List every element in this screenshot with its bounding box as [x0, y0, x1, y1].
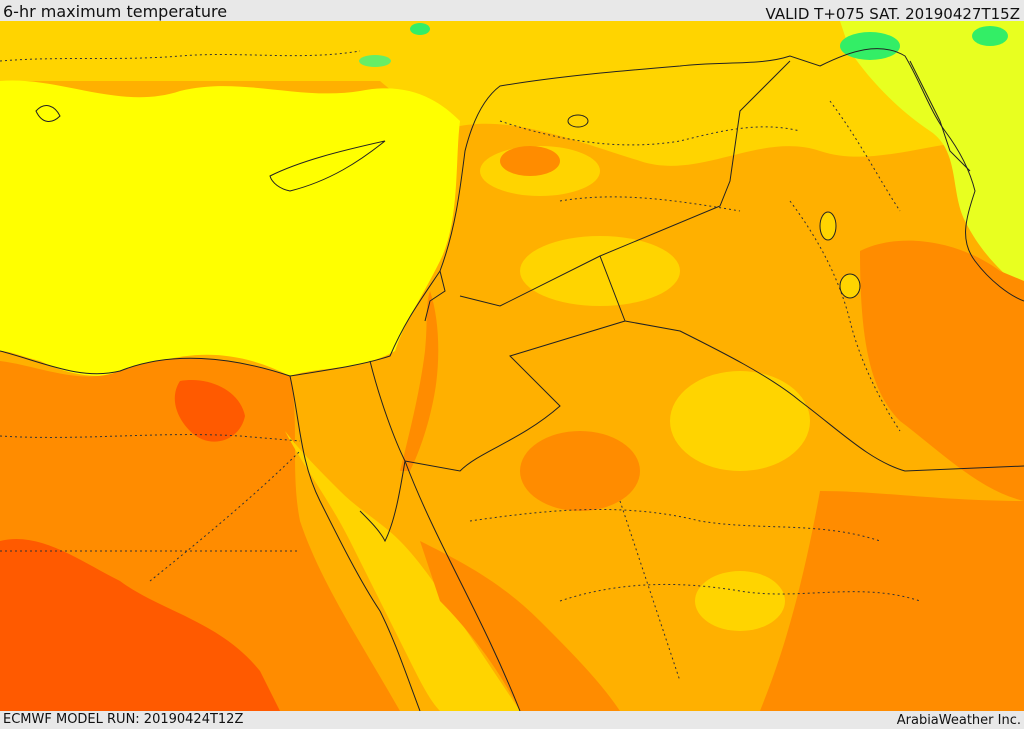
- province-line-saudi-2: [559, 583, 921, 602]
- border-jordan-saudi-iraq: [404, 60, 791, 472]
- island-crete: [35, 105, 61, 122]
- border-syria-jordan: [459, 255, 601, 307]
- hejaz-hot-region: [420, 541, 620, 711]
- red-sea-east-coast: [404, 460, 521, 711]
- gulf-hot-region: [760, 491, 1024, 711]
- model-run: ECMWF MODEL RUN: 20190424T12Z: [3, 712, 244, 727]
- cold-spot-4: [410, 23, 430, 35]
- border-saudi-iraq: [624, 320, 1024, 472]
- jordan-valley-hot-strip: [400, 291, 439, 471]
- egypt-hotter-region: [0, 539, 280, 711]
- province-line-iraq-1: [789, 200, 901, 432]
- coastlines: [0, 48, 1024, 711]
- lake-1: [819, 211, 837, 241]
- northeast-cool-region: [840, 21, 1024, 291]
- syria-desert-warm-patch: [520, 236, 680, 306]
- red-sea: [285, 431, 520, 711]
- red-sea-west-coast: [289, 375, 421, 711]
- province-line-iraq-2: [829, 100, 901, 212]
- gulf-of-suez: [359, 460, 406, 543]
- north-warm-region: [0, 21, 1024, 166]
- nile-delta-hot-spot: [174, 380, 245, 442]
- temperature-map[interactable]: [0, 21, 1024, 711]
- province-lines: [0, 50, 921, 682]
- valid-time: VALID T+075 SAT. 20190427T15Z: [765, 5, 1020, 23]
- province-line-turkey-1: [0, 50, 361, 62]
- cyprus: [269, 140, 386, 192]
- map-canvas: [0, 21, 1024, 711]
- border-iraq-iran: [909, 60, 971, 172]
- province-line-saudi-1: [469, 508, 881, 542]
- najd-warm-patch: [695, 571, 785, 631]
- cold-spot-2: [972, 26, 1008, 46]
- syria-hot-spot: [500, 146, 560, 176]
- lake-3: [567, 114, 589, 128]
- province-line-syria-2: [559, 196, 741, 212]
- mediterranean-sea: [0, 80, 460, 376]
- lakes: [567, 114, 861, 299]
- cold-spot-3: [359, 55, 391, 67]
- central-arabia-warm-patch: [670, 371, 810, 471]
- cold-spot-1: [840, 32, 900, 60]
- political-borders: [369, 60, 1024, 472]
- iraq-hot-region: [860, 240, 1024, 501]
- border-israel-jordan: [424, 270, 446, 322]
- province-line-egypt-3: [149, 450, 301, 582]
- coastline-main: [0, 48, 1024, 377]
- credit-text: ArabiaWeather Inc.: [896, 713, 1021, 728]
- header-bar: 6-hr maximum temperature VALID T+075 SAT…: [0, 0, 1024, 23]
- map-title: 6-hr maximum temperature: [3, 2, 228, 21]
- footer-bar: [0, 711, 1024, 729]
- lake-2: [839, 273, 861, 299]
- nafud-hot-patch: [520, 431, 640, 511]
- border-egypt-israel: [369, 360, 406, 462]
